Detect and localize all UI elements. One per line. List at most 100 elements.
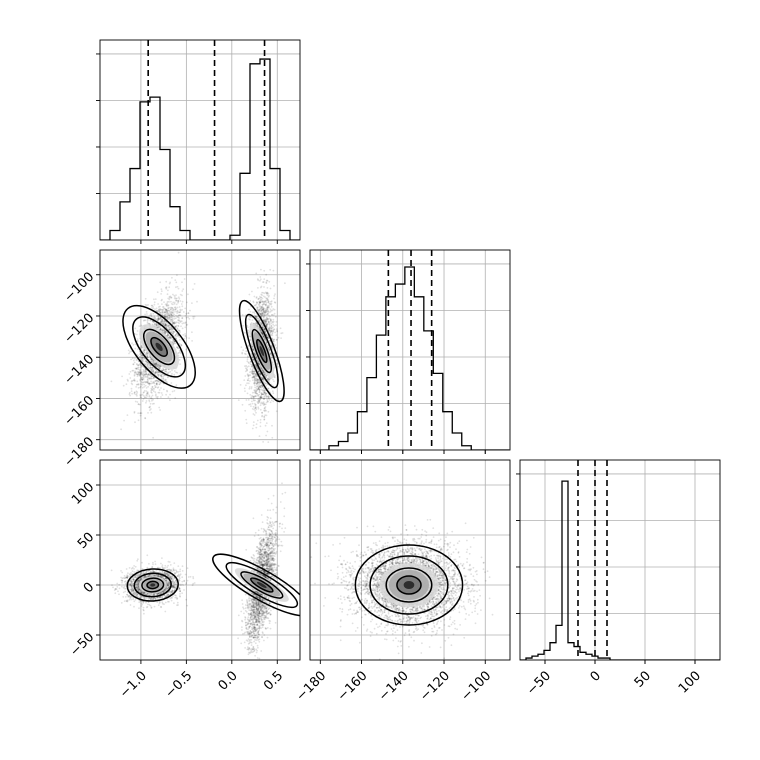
- scatter-point: [174, 326, 177, 328]
- scatter-point: [143, 383, 146, 386]
- scatter-point: [264, 296, 266, 299]
- scatter-point: [284, 282, 286, 285]
- scatter-point: [159, 374, 162, 377]
- scatter-point: [151, 304, 154, 307]
- scatter-point: [167, 305, 169, 307]
- scatter-point: [255, 411, 257, 414]
- scatter-point: [251, 408, 254, 410]
- scatter-point: [250, 361, 252, 363]
- scatter-point: [148, 399, 151, 402]
- scatter-point: [165, 370, 168, 373]
- scatter-point: [183, 278, 186, 280]
- scatter-point: [150, 408, 152, 410]
- scatter-point: [273, 285, 275, 287]
- scatter-point: [141, 400, 144, 402]
- scatter-point: [263, 391, 266, 394]
- scatter-point: [256, 316, 259, 318]
- scatter-point: [134, 421, 136, 424]
- scatter-point: [135, 390, 138, 393]
- scatter-point: [173, 341, 176, 343]
- scatter-point: [179, 331, 181, 334]
- scatter-point: [163, 307, 166, 310]
- scatter-point: [168, 316, 171, 318]
- scatter-point: [157, 316, 160, 319]
- scatter-point: [179, 309, 182, 312]
- scatter-point: [133, 392, 136, 395]
- scatter-point: [262, 404, 265, 406]
- scatter-point: [144, 381, 147, 384]
- scatter-point: [169, 328, 172, 331]
- scatter-point: [185, 324, 188, 326]
- scatter-point: [151, 389, 154, 391]
- scatter-point: [263, 383, 266, 385]
- scatter-point: [270, 325, 273, 327]
- scatter-point: [264, 303, 267, 306]
- scatter-point: [141, 365, 143, 368]
- scatter-point: [178, 329, 181, 332]
- scatter-point: [143, 386, 146, 388]
- scatter-point: [141, 344, 143, 347]
- scatter-point: [163, 321, 166, 324]
- scatter-point: [171, 320, 174, 323]
- scatter-point: [173, 340, 176, 343]
- scatter-point: [248, 308, 250, 311]
- scatter-point: [265, 434, 267, 437]
- scatter-point: [144, 373, 147, 376]
- scatter-point: [163, 320, 166, 322]
- scatter-point: [177, 324, 180, 327]
- scatter-point: [160, 290, 163, 293]
- scatter-point: [158, 371, 161, 374]
- scatter-point: [155, 324, 158, 327]
- scatter-point: [176, 328, 179, 331]
- scatter-point: [157, 317, 160, 320]
- scatter-point: [161, 373, 163, 376]
- scatter-point: [172, 322, 175, 324]
- scatter-point: [267, 306, 269, 309]
- scatter-point: [149, 368, 152, 371]
- scatter-point: [131, 357, 134, 360]
- scatter-point: [152, 360, 155, 363]
- scatter-point: [164, 330, 167, 333]
- scatter-point: [155, 324, 158, 326]
- scatter-point: [157, 319, 160, 322]
- scatter-point: [177, 325, 180, 328]
- scatter-point: [188, 337, 191, 339]
- scatter-point: [257, 287, 259, 289]
- scatter-point: [155, 323, 158, 325]
- scatter-point: [164, 332, 167, 335]
- scatter-point: [175, 317, 177, 320]
- scatter-point: [139, 363, 142, 365]
- scatter-point: [160, 375, 163, 378]
- scatter-point: [132, 363, 135, 366]
- scatter-point: [164, 331, 167, 333]
- scatter-point: [153, 362, 156, 365]
- scatter-point: [133, 378, 136, 381]
- scatter-point: [181, 317, 184, 319]
- scatter-point: [267, 387, 269, 390]
- scatter-point: [186, 301, 188, 304]
- scatter-point: [181, 300, 184, 303]
- scatter-point: [132, 363, 135, 366]
- scatter-point: [151, 370, 154, 373]
- scatter-point: [172, 301, 175, 304]
- scatter-point: [182, 322, 185, 324]
- scatter-point: [140, 396, 143, 399]
- scatter-point: [160, 312, 162, 315]
- scatter-point: [159, 309, 162, 312]
- scatter-point: [142, 376, 144, 379]
- scatter-point: [158, 383, 161, 386]
- scatter-point: [250, 405, 252, 407]
- scatter-point: [145, 353, 147, 355]
- scatter-point: [141, 358, 144, 360]
- scatter-point: [140, 412, 143, 414]
- scatter-point: [258, 306, 261, 308]
- scatter-point: [158, 326, 161, 329]
- scatter-point: [161, 319, 164, 321]
- scatter-point: [149, 364, 152, 367]
- scatter-point: [255, 395, 257, 397]
- scatter-point: [167, 304, 170, 307]
- scatter-point: [178, 342, 181, 345]
- scatter-point: [172, 330, 174, 333]
- scatter-point: [166, 381, 168, 384]
- histogram-panel-2: [520, 460, 720, 660]
